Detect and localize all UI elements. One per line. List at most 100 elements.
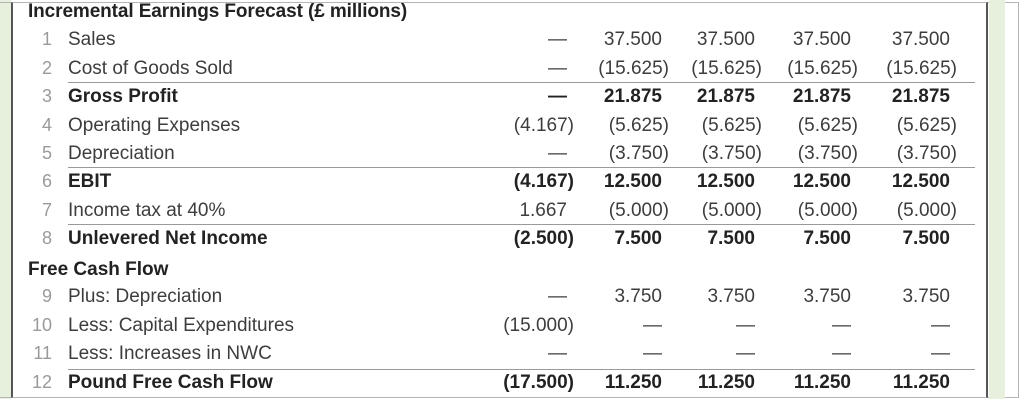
row-label: Sales — [68, 29, 116, 50]
value-cell-year-0: (4.167) — [513, 115, 574, 136]
subtotal-rule — [68, 167, 975, 168]
table-row: 6 EBIT (4.167) 12.500 12.500 12.500 12.500 — [0, 169, 988, 197]
table-title: Incremental Earnings Forecast (£ million… — [28, 1, 408, 22]
row-label: Less: Increases in NWC — [68, 343, 272, 364]
table-row: 10 Less: Capital Expenditures (15.000) — — — — — [0, 313, 988, 341]
value-cell-year-1: — — [643, 343, 662, 364]
row-label: Unlevered Net Income — [68, 228, 268, 249]
value-cell-year-4: — — [931, 343, 950, 364]
table-row: 4 Operating Expenses (4.167) (5.625) (5.625)… — [0, 113, 988, 141]
value-cell-year-1: 12.500 — [603, 171, 662, 192]
value-cell-year-2: 12.500 — [696, 171, 755, 192]
value-cell-year-1: (15.625) — [598, 58, 669, 79]
value-cell-year-4: (3.750) — [896, 143, 957, 164]
value-cell-year-1: (5.000) — [608, 200, 669, 221]
table-row: 12 Pound Free Cash Flow (17.500) 11.250 11.2… — [0, 370, 988, 398]
value-cell-year-1: 7.500 — [614, 228, 662, 249]
row-label: Income tax at 40% — [68, 200, 226, 221]
value-cell-year-4: 37.500 — [891, 29, 950, 50]
value-cell-year-1: 3.750 — [614, 286, 662, 307]
value-cell-year-0: (17.500) — [503, 372, 574, 393]
value-cell-year-4: (5.000) — [896, 200, 957, 221]
value-cell-year-2: 7.500 — [707, 228, 755, 249]
value-cell-year-4: — — [931, 315, 950, 336]
value-cell-year-2: (5.625) — [701, 115, 762, 136]
page-right-border — [1018, 2, 1019, 398]
row-number: 2 — [41, 58, 52, 78]
row-number: 9 — [41, 286, 52, 306]
value-cell-year-2: (3.750) — [701, 143, 762, 164]
row-label: Operating Expenses — [68, 115, 241, 136]
value-cell-year-3: 12.500 — [792, 171, 851, 192]
value-cell-year-3: — — [832, 343, 851, 364]
table-row: 5 Depreciation — (3.750) (3.750) (3.750) (3.75… — [0, 141, 988, 169]
row-number: 3 — [41, 86, 52, 106]
row-label: Plus: Depreciation — [68, 286, 223, 307]
value-cell-year-3: (15.625) — [787, 58, 858, 79]
value-cell-year-0: — — [548, 343, 567, 364]
table-row: 11 Less: Increases in NWC — — — — — — [0, 341, 988, 369]
value-cell-year-3: (3.750) — [797, 143, 858, 164]
value-cell-year-4: (15.625) — [886, 58, 957, 79]
value-cell-year-2: 37.500 — [696, 29, 755, 50]
value-cell-year-3: (5.000) — [797, 200, 858, 221]
value-cell-year-4: 3.750 — [902, 286, 950, 307]
value-cell-year-2: (15.625) — [691, 58, 762, 79]
row-number: 6 — [41, 171, 52, 191]
left-margin-strip — [0, 0, 11, 399]
table-row: 7 Income tax at 40% 1.667 (5.000) (5.000) (5.… — [0, 198, 988, 226]
table-row: 2 Cost of Goods Sold — (15.625) (15.625) (15.… — [0, 56, 988, 84]
value-cell-year-2: 3.750 — [707, 286, 755, 307]
value-cell-year-1: — — [643, 315, 662, 336]
value-cell-year-0: — — [548, 58, 567, 79]
value-cell-year-2: — — [736, 343, 755, 364]
value-cell-year-0: (15.000) — [503, 315, 574, 336]
table-row: 3 Gross Profit — 21.875 21.875 21.875 21.875 — [0, 84, 988, 112]
value-cell-year-0: (4.167) — [513, 171, 574, 192]
value-cell-year-4: 21.875 — [891, 86, 950, 107]
row-label: Gross Profit — [68, 86, 178, 107]
value-cell-year-0: — — [548, 29, 567, 50]
row-number: 8 — [41, 228, 52, 248]
row-number: 7 — [41, 200, 52, 220]
subtotal-rule — [68, 82, 975, 83]
value-cell-year-4: 7.500 — [902, 228, 950, 249]
value-cell-year-3: 11.250 — [793, 372, 851, 393]
value-cell-year-3: 7.500 — [803, 228, 851, 249]
row-number: 4 — [41, 115, 52, 135]
value-cell-year-3: — — [832, 315, 851, 336]
subtotal-rule — [68, 369, 975, 370]
value-cell-year-1: 21.875 — [603, 86, 662, 107]
table-row: 1 Sales — 37.500 37.500 37.500 37.500 — [0, 27, 988, 55]
row-label: Less: Capital Expenditures — [68, 315, 295, 336]
value-cell-year-0: — — [548, 143, 567, 164]
value-cell-year-4: (5.625) — [896, 115, 957, 136]
right-margin-strip — [989, 0, 1005, 399]
value-cell-year-4: 11.250 — [892, 372, 950, 393]
subtotal-rule — [68, 224, 975, 225]
value-cell-year-2: — — [736, 315, 755, 336]
table-frame — [11, 2, 988, 398]
value-cell-year-0: 1.667 — [519, 200, 567, 221]
value-cell-year-1: (5.625) — [608, 115, 669, 136]
value-cell-year-0: — — [548, 286, 567, 307]
table-row: 8 Unlevered Net Income (2.500) 7.500 7.500 7.… — [0, 226, 988, 254]
row-label: EBIT — [68, 171, 112, 192]
value-cell-year-0: — — [548, 86, 567, 107]
value-cell-year-3: 3.750 — [803, 286, 851, 307]
value-cell-year-1: (3.750) — [608, 143, 669, 164]
row-label: Pound Free Cash Flow — [68, 372, 273, 393]
value-cell-year-3: 21.875 — [792, 86, 851, 107]
row-number: 10 — [31, 315, 52, 335]
value-cell-year-2: 11.250 — [697, 372, 755, 393]
value-cell-year-1: 11.250 — [604, 372, 662, 393]
row-label: Cost of Goods Sold — [68, 58, 233, 79]
value-cell-year-2: 21.875 — [696, 86, 755, 107]
row-number: 12 — [31, 372, 52, 392]
value-cell-year-3: 37.500 — [792, 29, 851, 50]
row-number: 5 — [41, 143, 52, 163]
section-title-free-cash-flow: Free Cash Flow — [28, 259, 169, 280]
row-number: 11 — [33, 343, 52, 363]
value-cell-year-0: (2.500) — [513, 228, 574, 249]
value-cell-year-2: (5.000) — [701, 200, 762, 221]
